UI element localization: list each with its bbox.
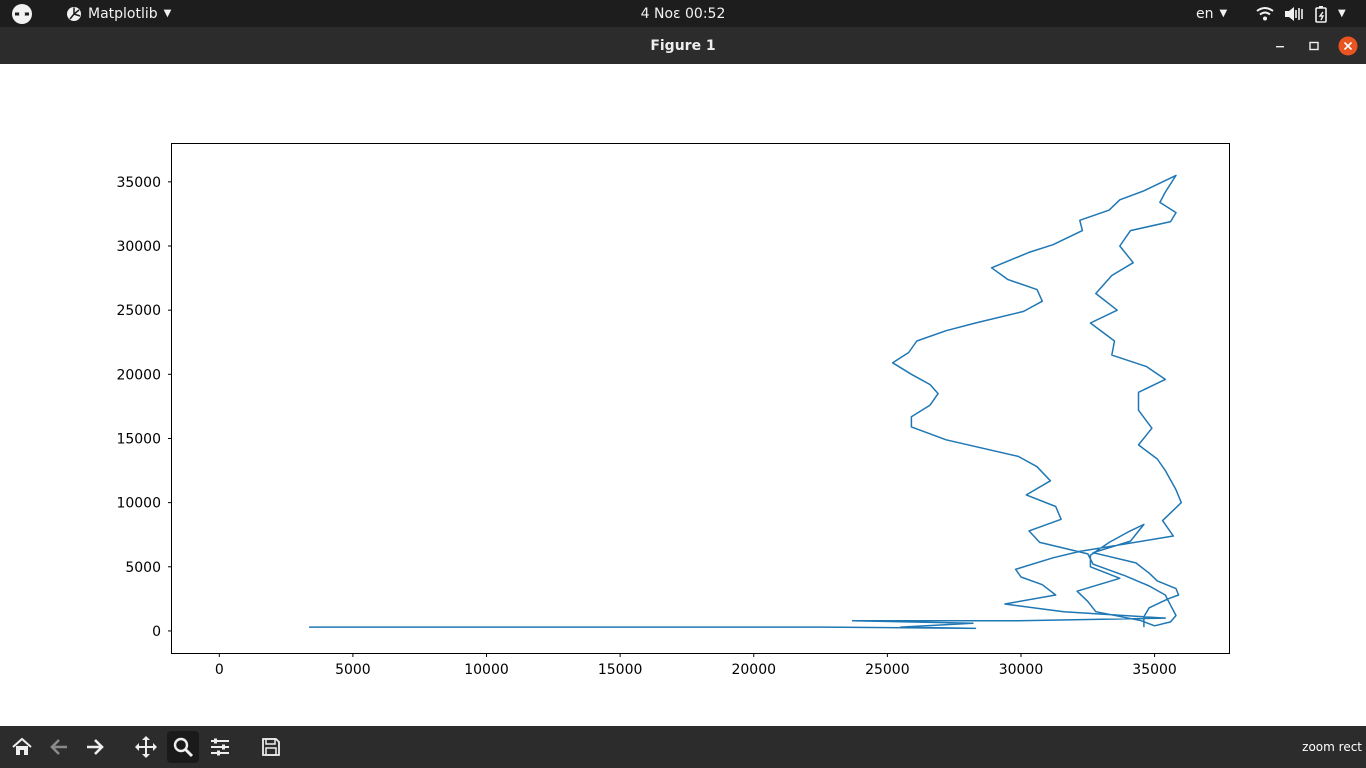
system-topbar: Matplotlib ▼ 4 Νοε 00:52 en ▼ ▼	[0, 0, 1366, 27]
x-tick-label: 5000	[335, 662, 371, 678]
minimize-icon	[1276, 45, 1284, 47]
back-button[interactable]	[43, 731, 75, 763]
chevron-down-icon: ▼	[163, 8, 172, 19]
y-tick-label: 15000	[116, 431, 161, 447]
language-selector[interactable]: en ▼	[1196, 0, 1227, 27]
app-menu[interactable]: Matplotlib ▼	[66, 0, 171, 27]
system-status-menu[interactable]: ▼	[1256, 0, 1346, 27]
y-tick-label: 25000	[116, 303, 161, 319]
language-label: en	[1196, 5, 1214, 22]
pan-button[interactable]	[130, 731, 162, 763]
y-tick-label: 20000	[116, 367, 161, 383]
x-tick-label: 0	[215, 662, 224, 678]
x-axis-ticks: 0 5000 10000 15000 20000 25000 30000 35000	[215, 653, 1177, 678]
close-button[interactable]	[1333, 27, 1363, 64]
matplotlib-app-icon	[67, 6, 81, 21]
x-tick-label: 10000	[464, 662, 509, 678]
navigation-toolbar: zoom rect	[0, 726, 1366, 768]
line-chart: 0 5000 10000 15000 20000 25000 30000 35000 0 500…	[116, 143, 1230, 678]
home-icon	[12, 737, 32, 755]
x-tick-label: 30000	[999, 662, 1044, 678]
maximize-icon	[1309, 41, 1319, 50]
volume-icon	[1285, 6, 1303, 21]
back-icon	[50, 739, 67, 755]
home-button[interactable]	[6, 731, 38, 763]
configure-subplots-icon	[211, 738, 229, 756]
save-icon	[262, 738, 280, 756]
save-button[interactable]	[255, 731, 287, 763]
minimize-button[interactable]	[1265, 27, 1295, 64]
y-tick-label: 10000	[116, 496, 161, 512]
window-titlebar[interactable]: Figure 1	[0, 27, 1366, 64]
ubuntu-logo-icon	[12, 3, 32, 24]
y-axis-ticks: 0 5000 10000 15000 20000 25000 30000 35000	[116, 175, 172, 640]
x-tick-label: 25000	[865, 662, 910, 678]
data-series-line	[309, 174, 1183, 630]
x-tick-label: 15000	[598, 662, 643, 678]
x-tick-label: 20000	[731, 662, 776, 678]
y-tick-label: 35000	[116, 175, 161, 191]
y-tick-label: 30000	[116, 239, 161, 255]
maximize-button[interactable]	[1299, 27, 1329, 64]
pan-icon	[135, 736, 157, 758]
forward-icon	[87, 739, 104, 755]
configure-subplots-button[interactable]	[204, 731, 236, 763]
chevron-down-icon: ▼	[1338, 8, 1346, 19]
axes-frame	[171, 143, 1230, 654]
wifi-icon	[1256, 6, 1274, 20]
clock-text: 4 Νοε 00:52	[640, 5, 726, 22]
y-tick-label: 0	[152, 624, 161, 640]
chevron-down-icon: ▼	[1219, 8, 1228, 19]
activities-button[interactable]	[10, 0, 34, 27]
forward-button[interactable]	[79, 731, 111, 763]
close-icon	[1338, 36, 1358, 55]
zoom-button[interactable]	[167, 731, 199, 763]
y-tick-label: 5000	[125, 560, 161, 576]
figure-canvas[interactable]: 0 5000 10000 15000 20000 25000 30000 35000 0 500…	[0, 64, 1366, 726]
window-title: Figure 1	[650, 37, 716, 54]
battery-icon	[1315, 5, 1327, 23]
clock[interactable]: 4 Νοε 00:52	[600, 0, 766, 27]
x-tick-label: 35000	[1132, 662, 1177, 678]
toolbar-status: zoom rect	[1302, 726, 1362, 768]
status-text: zoom rect	[1302, 740, 1362, 754]
app-name: Matplotlib	[88, 5, 158, 22]
zoom-icon	[173, 737, 194, 758]
